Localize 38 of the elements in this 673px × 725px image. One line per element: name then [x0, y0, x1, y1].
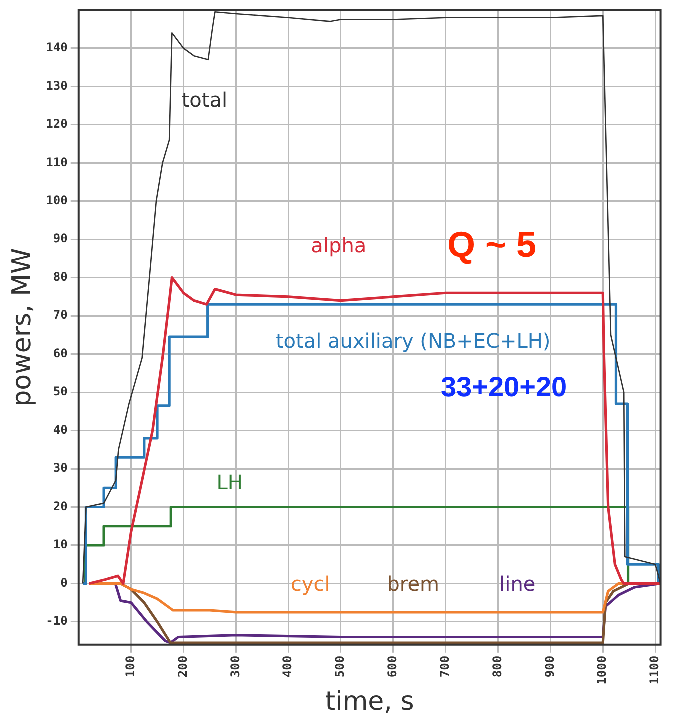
- y-tick-label: 20: [53, 499, 68, 514]
- x-tick-label: 600: [386, 656, 400, 678]
- y-axis-title: powers, MW: [7, 248, 38, 407]
- y-tick-label: 70: [53, 308, 68, 322]
- x-tick-label: 1100: [648, 656, 662, 685]
- x-axis-title: time, s: [325, 687, 414, 718]
- x-tick-label: 400: [280, 656, 295, 678]
- annotation: 33+20+20: [440, 371, 568, 402]
- x-tick-label: 1000: [595, 656, 610, 685]
- y-tick-label: 30: [53, 461, 68, 476]
- y-tick-label: 130: [46, 78, 68, 93]
- y-tick-label: 110: [46, 155, 68, 170]
- series-label: LH: [216, 470, 243, 495]
- y-tick-label: 140: [46, 40, 68, 55]
- x-tick-label: 300: [228, 656, 242, 678]
- x-tick-label: 900: [542, 656, 557, 678]
- text: brem: [387, 572, 440, 596]
- text: line: [500, 572, 536, 596]
- y-tick-label: 100: [46, 194, 68, 208]
- y-tick-label: 50: [53, 384, 68, 399]
- x-tick-label: 500: [333, 656, 348, 678]
- x-tick-label: 200: [176, 656, 190, 678]
- x-tick-label: 800: [490, 656, 504, 678]
- annotation: Q ~ 5: [447, 224, 537, 266]
- y-tick-label: 0: [60, 576, 68, 590]
- series-label: cycl: [290, 572, 330, 596]
- y-tick-label: 60: [53, 346, 68, 360]
- y-tick-label: -10: [46, 614, 68, 628]
- series-label: total auxiliary (NB+EC+LH): [276, 329, 551, 354]
- y-tick-label: 40: [53, 422, 68, 437]
- series-label: total: [182, 88, 228, 112]
- text: alpha: [311, 233, 367, 258]
- x-tick-label: 100: [123, 656, 138, 678]
- y-tick-label: 90: [53, 232, 68, 246]
- y-tick-label: 10: [53, 538, 68, 552]
- x-tick-label: 700: [438, 656, 452, 678]
- y-tick-label: 80: [53, 270, 68, 284]
- y-tick-label: 120: [46, 117, 68, 132]
